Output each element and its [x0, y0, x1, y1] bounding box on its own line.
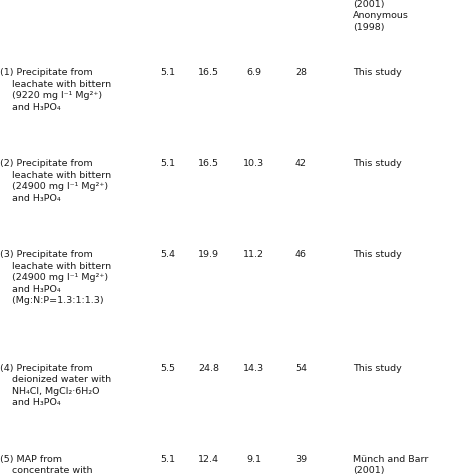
Text: 28: 28	[295, 68, 307, 77]
Text: (5) MAP from
    concentrate with
    Mg(OH)₂: (5) MAP from concentrate with Mg(OH)₂	[0, 455, 92, 474]
Text: (2) Precipitate from
    leachate with bittern
    (24900 mg l⁻¹ Mg²⁺)
    and H: (2) Precipitate from leachate with bitte…	[0, 159, 111, 202]
Text: 19.9: 19.9	[198, 250, 219, 259]
Text: 16.5: 16.5	[198, 68, 219, 77]
Text: 12.4: 12.4	[198, 455, 219, 464]
Text: 14.3: 14.3	[243, 364, 264, 373]
Text: This study: This study	[353, 159, 402, 168]
Text: Münch and Barr
(2001): Münch and Barr (2001)	[353, 455, 428, 474]
Text: (1) Precipitate from
    leachate with bittern
    (9220 mg l⁻¹ Mg²⁺)
    and H₃: (1) Precipitate from leachate with bitte…	[0, 68, 111, 111]
Text: This study: This study	[353, 68, 402, 77]
Text: 5.5: 5.5	[161, 364, 176, 373]
Text: (2001)
Anonymous
(1998): (2001) Anonymous (1998)	[353, 0, 409, 32]
Text: 10.3: 10.3	[243, 159, 264, 168]
Text: 11.2: 11.2	[243, 250, 264, 259]
Text: 5.1: 5.1	[161, 68, 176, 77]
Text: 5.4: 5.4	[161, 250, 176, 259]
Text: 39: 39	[295, 455, 307, 464]
Text: (3) Precipitate from
    leachate with bittern
    (24900 mg l⁻¹ Mg²⁺)
    and H: (3) Precipitate from leachate with bitte…	[0, 250, 111, 305]
Text: (4) Precipitate from
    deionized water with
    NH₄Cl, MgCl₂·6H₂O
    and H₃PO: (4) Precipitate from deionized water wit…	[0, 364, 111, 407]
Text: 6.9: 6.9	[246, 68, 261, 77]
Text: 5.1: 5.1	[161, 455, 176, 464]
Text: 46: 46	[295, 250, 307, 259]
Text: This study: This study	[353, 364, 402, 373]
Text: This study: This study	[353, 250, 402, 259]
Text: 9.1: 9.1	[246, 455, 261, 464]
Text: 16.5: 16.5	[198, 159, 219, 168]
Text: 54: 54	[295, 364, 307, 373]
Text: 42: 42	[295, 159, 307, 168]
Text: 24.8: 24.8	[198, 364, 219, 373]
Text: 5.1: 5.1	[161, 159, 176, 168]
